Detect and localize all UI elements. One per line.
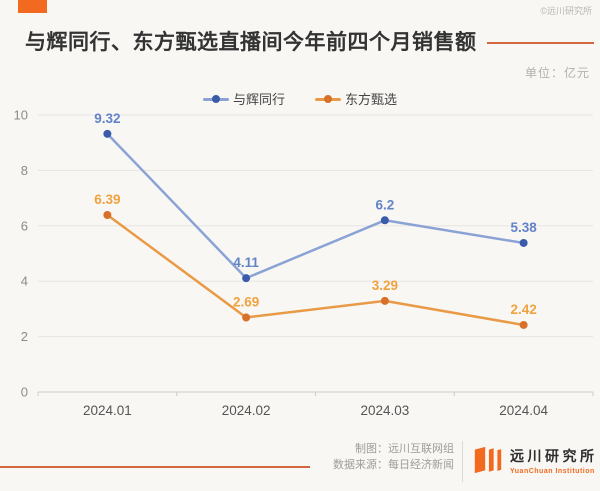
data-point-label: 3.29 [372,278,398,293]
footer-decor-line [0,466,310,468]
data-point[interactable] [380,216,389,225]
data-point-label: 9.32 [94,111,120,126]
x-axis-tick-label: 2024.03 [360,403,409,418]
data-point-label: 6.2 [375,197,394,212]
title-row: 与辉同行、东方甄选直播间今年前四个月销售额 [25,26,594,56]
data-point[interactable] [519,238,528,247]
legend-item-dongfangzhenxuan[interactable]: 东方甄选 [315,89,397,108]
data-point-label: 4.11 [233,255,259,270]
footer-divider [462,441,463,482]
accent-rectangle [18,0,47,13]
y-axis-tick-label: 10 [14,108,28,123]
y-axis-tick-label: 0 [21,385,28,400]
line-series-marker-icon [315,94,341,104]
logo-name-cn: 远川研究所 [510,447,598,464]
data-point[interactable] [519,320,528,329]
data-point[interactable] [242,313,251,322]
y-axis-tick-label: 6 [21,218,28,233]
credit-source: 数据来源：每日经济新闻 [333,459,454,471]
data-point-label: 6.39 [94,192,120,207]
sales-line-chart: 0 2 4 6 8 10 2024.01 2024.02 2024.03 2024.04 9.32 4… [14,108,594,418]
y-axis-tick-label: 2 [21,329,28,344]
page-title: 与辉同行、东方甄选直播间今年前四个月销售额 [25,31,477,54]
data-point[interactable] [242,274,251,283]
y-axis-tick-label: 8 [21,163,28,178]
logo-text: 远川研究所 YuanChuan Institution [510,446,598,475]
y-axis-tick-label: 4 [21,274,28,289]
data-point-label: 2.69 [233,294,259,309]
data-point[interactable] [103,129,112,138]
watermark: ©远川研究所 [540,6,592,16]
series-line [106,132,524,280]
x-axis-tick-label: 2024.02 [222,403,271,418]
logo-name-en: YuanChuan Institution [510,467,595,475]
data-point-label: 2.42 [510,302,536,317]
title-decor-line [486,41,594,44]
line-series-marker-icon [202,94,229,104]
credits: 制图：远川互联网组 数据来源：每日经济新闻 [333,441,454,473]
data-point[interactable] [380,296,389,305]
x-axis-tick-label: 2024.04 [499,403,548,418]
legend-item-yuhuitongxing[interactable]: 与辉同行 [202,89,285,108]
yuanchuan-logo: 远川研究所 YuanChuan Institution [472,443,598,477]
series-line [106,213,524,327]
data-point[interactable] [103,210,112,219]
legend-label: 与辉同行 [232,92,285,107]
legend: 与辉同行 东方甄选 [0,89,600,108]
legend-label: 东方甄选 [345,92,398,107]
credit-maker: 制图：远川互联网组 [355,443,454,455]
data-point-label: 5.38 [510,220,537,235]
yuanchuan-logo-icon [474,446,502,474]
unit-label: 单位：亿元 [524,66,590,80]
x-axis-tick-label: 2024.01 [83,403,132,418]
